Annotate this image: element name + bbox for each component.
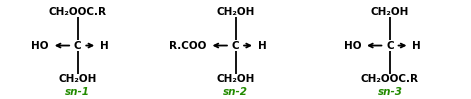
- Text: R.COO: R.COO: [170, 40, 207, 51]
- Text: H: H: [258, 40, 267, 51]
- Text: C: C: [386, 40, 394, 51]
- Text: HO: HO: [344, 40, 361, 51]
- Text: H: H: [100, 40, 109, 51]
- Text: CH₂OH: CH₂OH: [58, 74, 97, 84]
- Text: C: C: [232, 40, 239, 51]
- Text: CH₂OH: CH₂OH: [216, 74, 255, 84]
- Text: sn-3: sn-3: [377, 87, 403, 97]
- Text: sn-2: sn-2: [223, 87, 248, 97]
- Text: CH₂OOC.R: CH₂OOC.R: [361, 74, 419, 84]
- Text: CH₂OH: CH₂OH: [371, 7, 409, 17]
- Text: H: H: [412, 40, 421, 51]
- Text: sn-1: sn-1: [65, 87, 90, 97]
- Text: C: C: [74, 40, 81, 51]
- Text: HO: HO: [32, 40, 49, 51]
- Text: CH₂OOC.R: CH₂OOC.R: [49, 7, 107, 17]
- Text: CH₂OH: CH₂OH: [216, 7, 255, 17]
